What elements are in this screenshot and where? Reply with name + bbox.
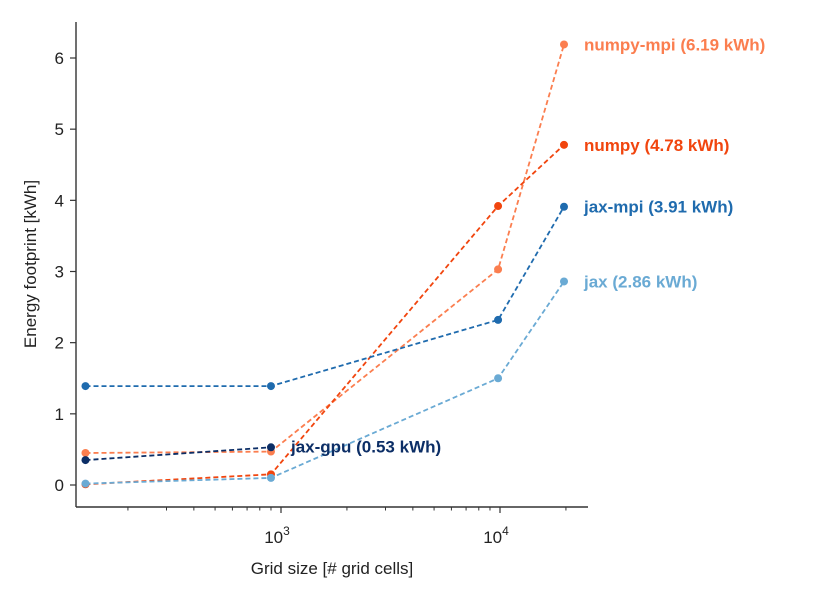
- series-numpy-mpi: [81, 40, 569, 457]
- series-jax: [81, 277, 569, 488]
- data-point-jax-mpi: [560, 202, 569, 211]
- series-jax-gpu: [81, 443, 275, 465]
- data-point-jax-gpu: [266, 443, 275, 452]
- data-point-jax-mpi: [81, 382, 90, 391]
- series-line-numpy-mpi: [85, 44, 565, 454]
- y-tick-label: 2: [55, 334, 64, 353]
- data-point-jax: [494, 374, 503, 383]
- x-tick-label: 104: [483, 524, 509, 547]
- x-tick-label: 103: [264, 524, 290, 547]
- series-line-jax: [85, 280, 565, 485]
- data-point-numpy-mpi: [494, 265, 503, 274]
- series-label-jax-mpi: jax-mpi (3.91 kWh): [583, 198, 733, 217]
- series-label-numpy: numpy (4.78 kWh): [584, 136, 729, 155]
- x-axis-label: Grid size [# grid cells]: [251, 559, 414, 578]
- data-point-numpy-mpi: [560, 40, 569, 49]
- series-jax-mpi: [81, 202, 569, 391]
- series-line-numpy: [85, 144, 565, 486]
- y-tick-label: 5: [55, 120, 64, 139]
- y-tick-label: 1: [55, 405, 64, 424]
- data-point-jax-gpu: [81, 456, 90, 465]
- series-label-jax-gpu: jax-gpu (0.53 kWh): [290, 437, 441, 456]
- data-point-numpy: [560, 140, 569, 149]
- y-tick-label: 4: [55, 191, 64, 210]
- series-label-jax: jax (2.86 kWh): [583, 272, 697, 291]
- y-tick-label: 6: [55, 49, 64, 68]
- data-point-numpy: [494, 202, 503, 211]
- data-point-jax-mpi: [494, 315, 503, 324]
- data-point-jax: [560, 277, 569, 286]
- data-point-numpy-mpi: [81, 448, 90, 457]
- y-axis-label: Energy footprint [kWh]: [21, 180, 40, 348]
- y-tick-label: 0: [55, 476, 64, 495]
- series-labels: numpy-mpi (6.19 kWh) numpy (4.78 kWh) jax-…: [290, 35, 765, 456]
- data-point-jax: [81, 479, 90, 488]
- series-line-jax-gpu: [85, 446, 272, 461]
- y-ticks: 0 1 2 3 4 5 6: [55, 49, 76, 495]
- data-point-jax-mpi: [266, 382, 275, 391]
- x-ticks: 103 104: [127, 507, 567, 547]
- series-lines: [81, 40, 569, 489]
- data-point-jax: [266, 473, 275, 482]
- series-numpy: [81, 140, 569, 489]
- series-label-numpy-mpi: numpy-mpi (6.19 kWh): [584, 35, 765, 54]
- y-tick-label: 3: [55, 263, 64, 282]
- series-line-jax-mpi: [85, 206, 565, 388]
- axes: [75, 22, 588, 508]
